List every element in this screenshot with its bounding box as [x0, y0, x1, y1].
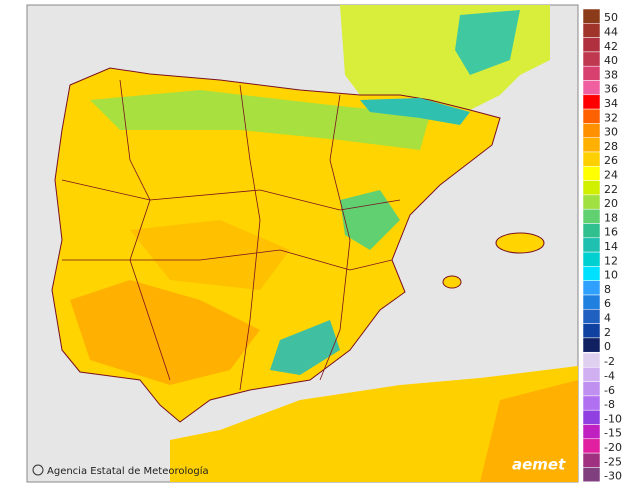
legend-label: 44	[604, 25, 618, 38]
legend-label: 36	[604, 83, 618, 96]
legend-swatch	[582, 123, 601, 138]
warm-south	[70, 280, 260, 385]
legend-label: 40	[604, 54, 618, 67]
legend-swatch	[582, 80, 601, 96]
legend-swatch	[582, 266, 601, 281]
legend-swatch	[582, 23, 601, 38]
legend-label: -15	[604, 427, 622, 440]
cool-sierra	[270, 320, 340, 375]
legend-swatch	[582, 409, 601, 425]
legend-swatch	[582, 223, 601, 239]
legend-label: 30	[604, 126, 618, 139]
legend-swatch	[582, 166, 601, 181]
legend-label: 24	[604, 168, 618, 181]
legend-swatch	[582, 438, 601, 454]
legend-label: 18	[604, 211, 618, 224]
legend-label: 42	[604, 40, 618, 53]
legend-label: -10	[604, 412, 622, 425]
legend-swatch	[582, 151, 601, 167]
border	[239, 84, 261, 391]
legend-label: 38	[604, 68, 618, 81]
legend-label: 12	[604, 254, 618, 267]
border	[61, 179, 401, 211]
legend-swatch	[582, 467, 601, 482]
credit: Agencia Estatal de Meteorología	[47, 465, 209, 477]
legend-label: -20	[604, 441, 622, 454]
legend-label: 16	[604, 226, 618, 239]
legend-label: 34	[604, 97, 618, 110]
legend-swatch	[582, 309, 601, 324]
legend-swatch	[582, 352, 601, 368]
legend: 5044424038363432302826242220181614121086…	[582, 8, 622, 483]
alps	[455, 10, 520, 75]
legend-swatch	[582, 37, 601, 53]
legend-label: -4	[604, 369, 615, 382]
legend-label: -6	[604, 384, 615, 397]
legend-swatch	[582, 65, 601, 81]
legend-swatch	[582, 367, 601, 382]
legend-label: -25	[604, 455, 622, 468]
legend-label: 20	[604, 197, 618, 210]
legend-label: -2	[604, 355, 615, 368]
legend-label: 28	[604, 140, 618, 153]
legend-swatch	[582, 8, 601, 24]
legend-label: -30	[604, 470, 622, 483]
legend-label: 26	[604, 154, 618, 167]
legend-label: 22	[604, 183, 618, 196]
legend-swatch	[582, 180, 601, 196]
legend-label: 10	[604, 269, 618, 282]
legend-swatch	[582, 395, 601, 411]
legend-swatch	[582, 294, 601, 310]
legend-label: 2	[604, 326, 611, 339]
legend-swatch	[582, 337, 601, 353]
logo: aemet	[512, 456, 566, 474]
border	[319, 94, 351, 381]
legend-swatch	[582, 108, 601, 124]
legend-label: 50	[604, 11, 618, 24]
pyrenees	[360, 98, 470, 125]
legend-label: 0	[604, 340, 611, 353]
mallorca	[495, 232, 545, 254]
legend-swatch	[582, 194, 601, 210]
legend-swatch	[582, 208, 601, 224]
legend-swatch	[582, 94, 601, 110]
copyright-icon	[32, 464, 44, 476]
legend-label: 32	[604, 111, 618, 124]
legend-label: -8	[604, 398, 615, 411]
cool-north	[90, 90, 430, 150]
africa	[170, 366, 578, 482]
legend-swatch	[582, 51, 601, 67]
legend-swatch	[582, 280, 601, 296]
legend-label: 6	[604, 297, 611, 310]
legend-swatch	[582, 381, 601, 397]
border	[119, 79, 171, 381]
ibiza	[442, 275, 462, 289]
legend-swatch	[582, 323, 601, 339]
legend-label: 14	[604, 240, 618, 253]
africa-warm	[480, 380, 578, 482]
border	[62, 249, 393, 271]
legend-swatch	[582, 137, 601, 153]
legend-swatch	[582, 452, 601, 468]
legend-label: 8	[604, 283, 611, 296]
legend-label: 4	[604, 311, 611, 324]
legend-swatch	[582, 251, 601, 267]
legend-swatch	[582, 424, 601, 440]
warm-center	[130, 220, 290, 290]
legend-swatch	[582, 237, 601, 253]
cool-east	[340, 190, 400, 250]
